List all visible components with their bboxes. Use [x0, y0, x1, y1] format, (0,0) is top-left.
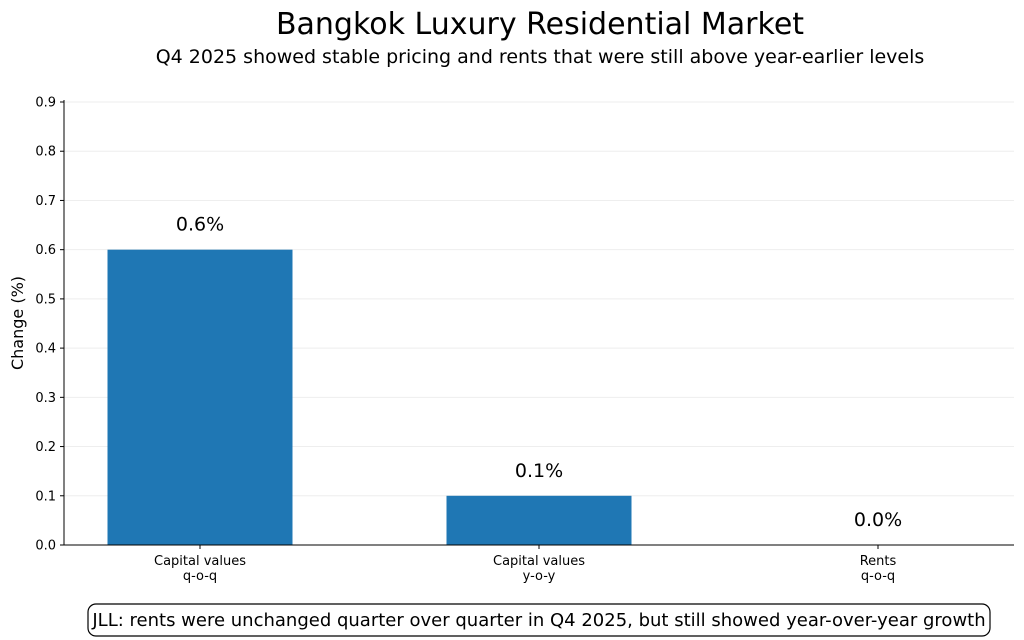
y-axis-label: Change (%): [8, 276, 27, 370]
annotation-text: JLL: rents were unchanged quarter over q…: [91, 610, 985, 631]
y-tick-label: 0.8: [35, 145, 56, 160]
y-tick-label: 0.6: [35, 243, 56, 258]
x-tick-label: q-o-q: [861, 569, 895, 584]
x-tick-label: y-o-y: [523, 569, 556, 584]
bar: [107, 249, 293, 545]
x-tick-label: Capital values: [154, 554, 246, 569]
y-tick-label: 0.4: [35, 342, 56, 357]
x-tick-label: q-o-q: [183, 569, 217, 584]
annotation-box: [87, 603, 991, 637]
y-tick-label: 0.0: [35, 539, 56, 554]
x-tick-label: Capital values: [493, 554, 585, 569]
data-label: 0.1%: [515, 460, 563, 482]
chart-title: Bangkok Luxury Residential Market: [276, 7, 804, 42]
y-tick-label: 0.2: [35, 440, 56, 455]
bar: [446, 495, 632, 545]
chart-subtitle: Q4 2025 showed stable pricing and rents …: [156, 46, 925, 68]
y-tick-label: 0.3: [35, 391, 56, 406]
x-tick-label: Rents: [860, 554, 897, 569]
y-tick-label: 0.1: [35, 489, 56, 504]
y-tick-label: 0.5: [35, 292, 56, 307]
y-tick-label: 0.9: [35, 96, 56, 111]
y-tick-label: 0.7: [35, 194, 56, 209]
data-label: 0.6%: [176, 214, 224, 236]
data-label: 0.0%: [854, 509, 902, 531]
